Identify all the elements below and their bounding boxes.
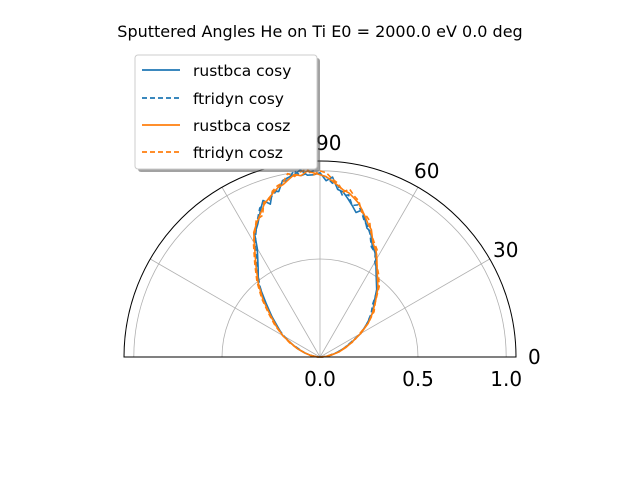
radius-tick-label: 1.0 <box>490 367 522 391</box>
legend: rustbca cosy ftridyn cosy rustbca cosz f… <box>134 54 320 172</box>
legend-label: rustbca cosy <box>193 62 291 80</box>
angle-tick-label: 90 <box>316 131 341 155</box>
legend-box <box>134 54 318 170</box>
angular-gridline <box>319 258 490 358</box>
angular-gridline <box>150 258 321 358</box>
radius-tick-label: 0.5 <box>402 367 434 391</box>
legend-label: rustbca cosz <box>193 117 290 135</box>
angular-gridline <box>221 187 321 358</box>
series-group <box>252 168 381 358</box>
angle-tick-label: 30 <box>493 238 518 262</box>
angular-gridline <box>319 187 419 358</box>
angle-tick-label: 0 <box>528 345 541 369</box>
legend-label: ftridyn cosz <box>193 144 283 162</box>
angle-tick-label: 60 <box>414 159 439 183</box>
legend-label: ftridyn cosy <box>193 90 284 108</box>
chart-title: Sputtered Angles He on Ti E0 = 2000.0 eV… <box>117 22 522 41</box>
radius-tick-label: 0.0 <box>304 367 336 391</box>
series-line <box>252 168 381 358</box>
polar-grid <box>133 161 507 358</box>
